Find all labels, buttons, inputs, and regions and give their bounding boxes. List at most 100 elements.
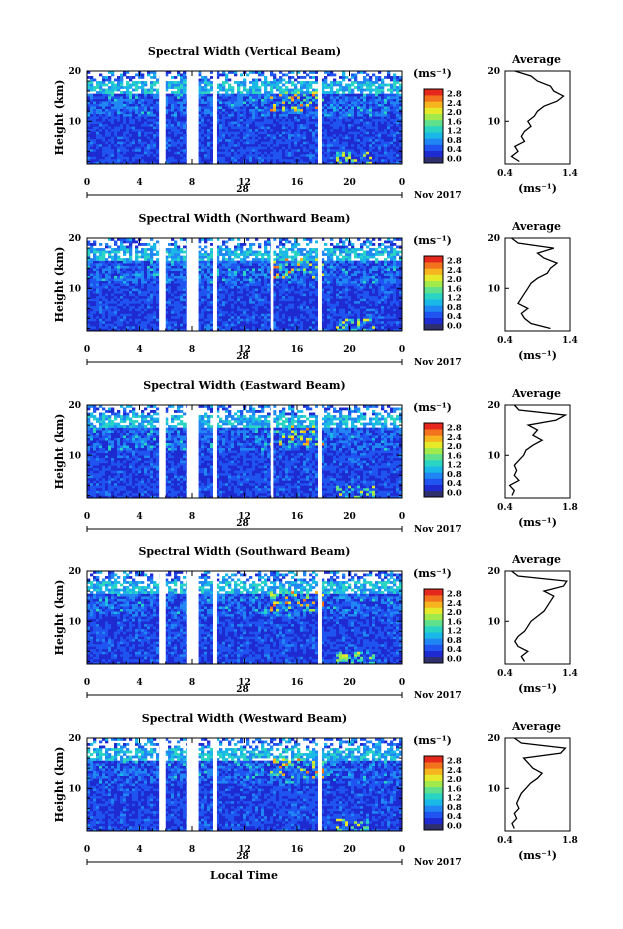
heatmap-cell (90, 298, 94, 302)
heatmap-cell (123, 313, 127, 317)
heatmap-cell (135, 323, 139, 327)
colorbar-tick-label: 1.6 (447, 117, 462, 127)
heatmap-cell (360, 108, 364, 112)
heatmap-cell (96, 123, 100, 127)
heatmap-cell (267, 308, 271, 312)
heatmap-cell (351, 320, 355, 324)
heatmap-cell (126, 121, 130, 125)
heatmap-cell (183, 138, 187, 142)
heatmap-cell (306, 128, 310, 132)
heatmap-cell (87, 76, 91, 79)
heatmap-cell (372, 308, 376, 312)
heatmap-cell (309, 106, 313, 110)
heatmap-cell (312, 325, 316, 329)
heatmap-cell (246, 136, 250, 140)
heatmap-cell (210, 138, 214, 142)
heatmap-cell (102, 136, 106, 140)
heatmap-cell (369, 148, 373, 152)
heatmap-cell (339, 88, 343, 92)
heatmap-cell (174, 83, 178, 87)
heatmap-cell (177, 153, 181, 157)
heatmap-cell (291, 328, 295, 332)
heatmap-cell (384, 161, 388, 165)
heatmap-cell (99, 96, 103, 99)
heatmap-cell (378, 108, 382, 112)
heatmap-cell (300, 300, 304, 304)
heatmap-cell (291, 318, 295, 322)
heatmap-cell (126, 300, 130, 304)
heatmap-cell (363, 143, 367, 147)
heatmap-cell (384, 93, 388, 97)
heatmap-cell (396, 113, 400, 117)
heatmap-cell (117, 136, 121, 140)
heatmap-cell (141, 305, 145, 309)
heatmap-cell (285, 146, 289, 150)
heatmap-cell (282, 136, 286, 140)
heatmap-cell (333, 118, 337, 122)
heatmap-cell (273, 98, 277, 102)
heatmap-cell (150, 298, 154, 302)
heatmap-cell (114, 146, 118, 150)
heatmap-cell (285, 93, 289, 97)
heatmap-cell (279, 131, 283, 135)
heatmap-cell (129, 113, 133, 117)
heatmap-cell (387, 138, 391, 142)
heatmap-cell (210, 325, 214, 329)
heatmap-cell (246, 116, 250, 120)
heatmap-cell (261, 101, 265, 104)
heatmap-cell (366, 328, 370, 332)
heatmap-cell (261, 121, 265, 125)
heatmap-cell (252, 71, 256, 74)
heatmap-cell (231, 91, 235, 94)
heatmap-cell (300, 86, 304, 89)
heatmap-cell (141, 81, 145, 84)
heatmap-cell (225, 81, 229, 84)
heatmap-cell (93, 113, 97, 117)
heatmap-cell (294, 303, 298, 307)
heatmap-cell (285, 86, 289, 89)
heatmap-cell (375, 106, 379, 110)
heatmap-cell (396, 315, 400, 319)
heatmap-cell (120, 300, 124, 304)
heatmap-cell (216, 146, 220, 150)
heatmap-cell (327, 106, 331, 110)
heatmap-cell (150, 108, 154, 112)
heatmap-cell (273, 158, 277, 162)
heatmap-cell (396, 93, 400, 97)
heatmap-cell (294, 156, 298, 160)
heatmap-cell (147, 126, 151, 130)
heatmap-cell (378, 128, 382, 132)
heatmap-cell (87, 148, 91, 152)
heatmap-cell (327, 86, 331, 89)
heatmap-cell (396, 101, 400, 104)
heatmap-cell (243, 148, 247, 152)
heatmap-cell (300, 98, 304, 102)
heatmap-cell (354, 78, 358, 82)
heatmap-cell (105, 116, 109, 120)
heatmap-cell (321, 323, 325, 327)
heatmap-cell (231, 151, 235, 155)
heatmap-cell (108, 305, 112, 309)
heatmap-cell (126, 323, 130, 327)
heatmap-cell (156, 156, 160, 160)
heatmap-cell (222, 141, 226, 145)
heatmap-cell (399, 133, 403, 137)
heatmap-cell (99, 320, 103, 324)
heatmap-cell (288, 308, 292, 312)
heatmap-cell (183, 103, 187, 107)
heatmap-cell (111, 108, 115, 112)
heatmap-cell (120, 73, 124, 77)
heatmap-cell (108, 111, 112, 115)
heatmap-cell (216, 98, 220, 102)
heatmap-cell (129, 116, 133, 120)
heatmap-cell (168, 300, 172, 304)
heatmap-cell (369, 143, 373, 147)
heatmap-cell (201, 156, 205, 160)
heatmap-cell (357, 158, 361, 162)
heatmap-cell (216, 131, 220, 135)
heatmap-cell (237, 308, 241, 312)
heatmap-cell (99, 116, 103, 120)
heatmap-cell (282, 325, 286, 329)
heatmap-cell (240, 320, 244, 324)
heatmap-cell (381, 308, 385, 312)
